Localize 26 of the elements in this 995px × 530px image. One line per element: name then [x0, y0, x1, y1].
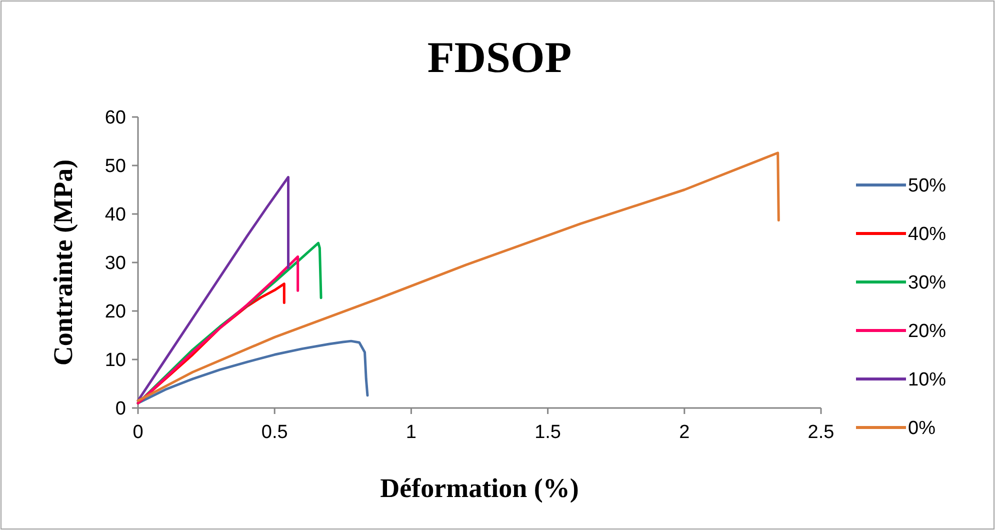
x-tick-label: 2.5	[808, 422, 834, 443]
legend-label: 40%	[908, 224, 946, 246]
y-tick-label: 20	[104, 302, 126, 323]
y-tick-label: 40	[104, 204, 126, 226]
line-series	[136, 340, 369, 404]
y-tick-label: 60	[104, 108, 126, 129]
line-series	[136, 176, 290, 402]
x-axis-title: Déformation (%)	[380, 473, 579, 503]
y-axis-title: Contrainte (MPa)	[48, 159, 78, 366]
legend-label: 20%	[908, 321, 946, 342]
x-tick-label: 0	[132, 422, 144, 443]
chart-title: FDSOP	[427, 33, 572, 82]
legend-label: 30%	[908, 272, 946, 294]
y-tick-label: 0	[115, 398, 126, 420]
x-tick-label: 0.5	[261, 422, 288, 443]
y-tick-label: 10	[104, 350, 126, 372]
legend-label: 0%	[908, 418, 936, 440]
y-tick-label: 50	[104, 156, 126, 178]
x-tick-label: 1.5	[534, 422, 562, 443]
legend-label: 10%	[908, 370, 946, 391]
y-tick-label: 30	[104, 253, 126, 274]
line-series	[136, 152, 780, 402]
x-tick-label: 2	[679, 422, 690, 443]
x-tick-label: 1	[406, 422, 416, 443]
line-series	[136, 255, 300, 404]
legend-label: 50%	[908, 176, 946, 197]
